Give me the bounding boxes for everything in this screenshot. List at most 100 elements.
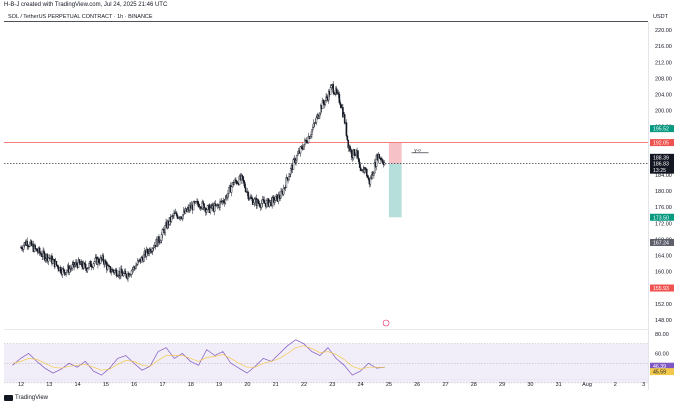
candle-body (319, 112, 321, 117)
candle-body (90, 261, 92, 267)
candle-body (51, 255, 53, 264)
time-tick-label: 22 (301, 382, 307, 388)
candle-body (40, 253, 43, 257)
candle-body (353, 149, 356, 156)
candle-body (146, 249, 149, 253)
candle-body (297, 153, 299, 156)
price-tag-label: 173.50 (653, 215, 669, 221)
candle-body (381, 159, 384, 163)
rsi-tick-label: 80.00 (655, 332, 669, 338)
price-tick-label: 216.00 (655, 44, 672, 50)
candle-body (98, 258, 100, 263)
candle-body (56, 264, 59, 267)
price-tick-label: 152.00 (655, 302, 672, 308)
time-tick-label: 20 (244, 382, 250, 388)
price-tick-label: 184.00 (655, 173, 672, 179)
candle-body (359, 167, 362, 172)
candle-body (34, 245, 36, 249)
time-tick-label: 24 (358, 382, 364, 388)
brand: TradingView (4, 395, 48, 401)
candle-body (149, 248, 151, 253)
candle-body (299, 146, 302, 154)
alert-icon (382, 319, 390, 327)
candle-body (136, 264, 138, 267)
candle-body (367, 177, 370, 180)
candle-body (285, 177, 288, 189)
candle-body (325, 96, 327, 101)
candle-body (318, 115, 320, 119)
candle-body (305, 140, 308, 143)
candle-body (243, 180, 245, 183)
candle-body (320, 105, 322, 114)
price-tag-bg (650, 166, 674, 174)
candle-body (84, 263, 87, 269)
candle-body (164, 225, 166, 234)
time-tick-label: 29 (499, 382, 505, 388)
price-tag-bg (650, 139, 674, 147)
candle-body (106, 265, 109, 270)
candle-body (219, 201, 221, 208)
candle-body (92, 263, 95, 268)
candle-body (62, 268, 65, 270)
candle-body (170, 216, 173, 222)
price-tag-bg (650, 125, 674, 133)
price-tick-label: 172.00 (655, 221, 672, 227)
candle-body (306, 142, 309, 144)
time-tick-label: 13 (46, 382, 52, 388)
candle-body (274, 200, 276, 203)
candle-body (200, 207, 203, 209)
price-tick-label: 176.00 (655, 205, 672, 211)
price-tick-label: 212.00 (655, 60, 672, 66)
candle-body (288, 176, 290, 181)
time-tick-label: 18 (188, 382, 194, 388)
candle-body (173, 212, 175, 216)
candle-body (333, 92, 335, 95)
candle-body (112, 269, 114, 272)
candle-body (197, 203, 200, 208)
stop-loss-zone (388, 142, 402, 164)
candle-body (29, 242, 31, 247)
candle-body (263, 200, 266, 204)
candle-body (70, 268, 73, 270)
candle-body (248, 198, 250, 200)
candle-body (282, 187, 285, 195)
candle-body (160, 234, 163, 241)
candle-body (105, 260, 107, 264)
candle-body (47, 257, 50, 262)
candle-body (315, 117, 318, 123)
price-tick-label: 164.00 (655, 254, 672, 260)
candle-body (227, 193, 229, 198)
candle-body (243, 182, 246, 188)
candle-body (244, 187, 247, 192)
time-tick-label: 27 (442, 382, 448, 388)
rsi-tag-bg (650, 362, 674, 370)
candle-body (87, 267, 90, 270)
candle-body (162, 229, 165, 231)
brand-label: TradingView (15, 395, 49, 401)
time-tick-label: 31 (556, 382, 562, 388)
rsi-tag-label: 46.39 (653, 364, 666, 370)
candle-body (252, 202, 255, 205)
candle-body (30, 240, 33, 246)
candle-body (131, 269, 134, 272)
price-tick-label: 200.00 (655, 109, 672, 115)
price-tick-label: 204.00 (655, 92, 672, 98)
price-tick-label: 180.00 (655, 189, 672, 195)
candle-body (180, 216, 182, 219)
candle-body (99, 257, 102, 264)
candle-body (326, 96, 328, 99)
candle-body (132, 266, 135, 270)
time-tick-label: 26 (414, 382, 420, 388)
candle-body (321, 100, 324, 110)
candle-body (145, 249, 148, 257)
candle-body (274, 195, 277, 201)
candle-body (61, 268, 64, 275)
candle-body (363, 167, 365, 173)
candle-body (65, 271, 67, 275)
candle-body (22, 245, 25, 250)
candle-body (324, 100, 327, 105)
candle-body (117, 275, 120, 277)
candle-body (312, 122, 315, 128)
candle-body (222, 200, 225, 203)
